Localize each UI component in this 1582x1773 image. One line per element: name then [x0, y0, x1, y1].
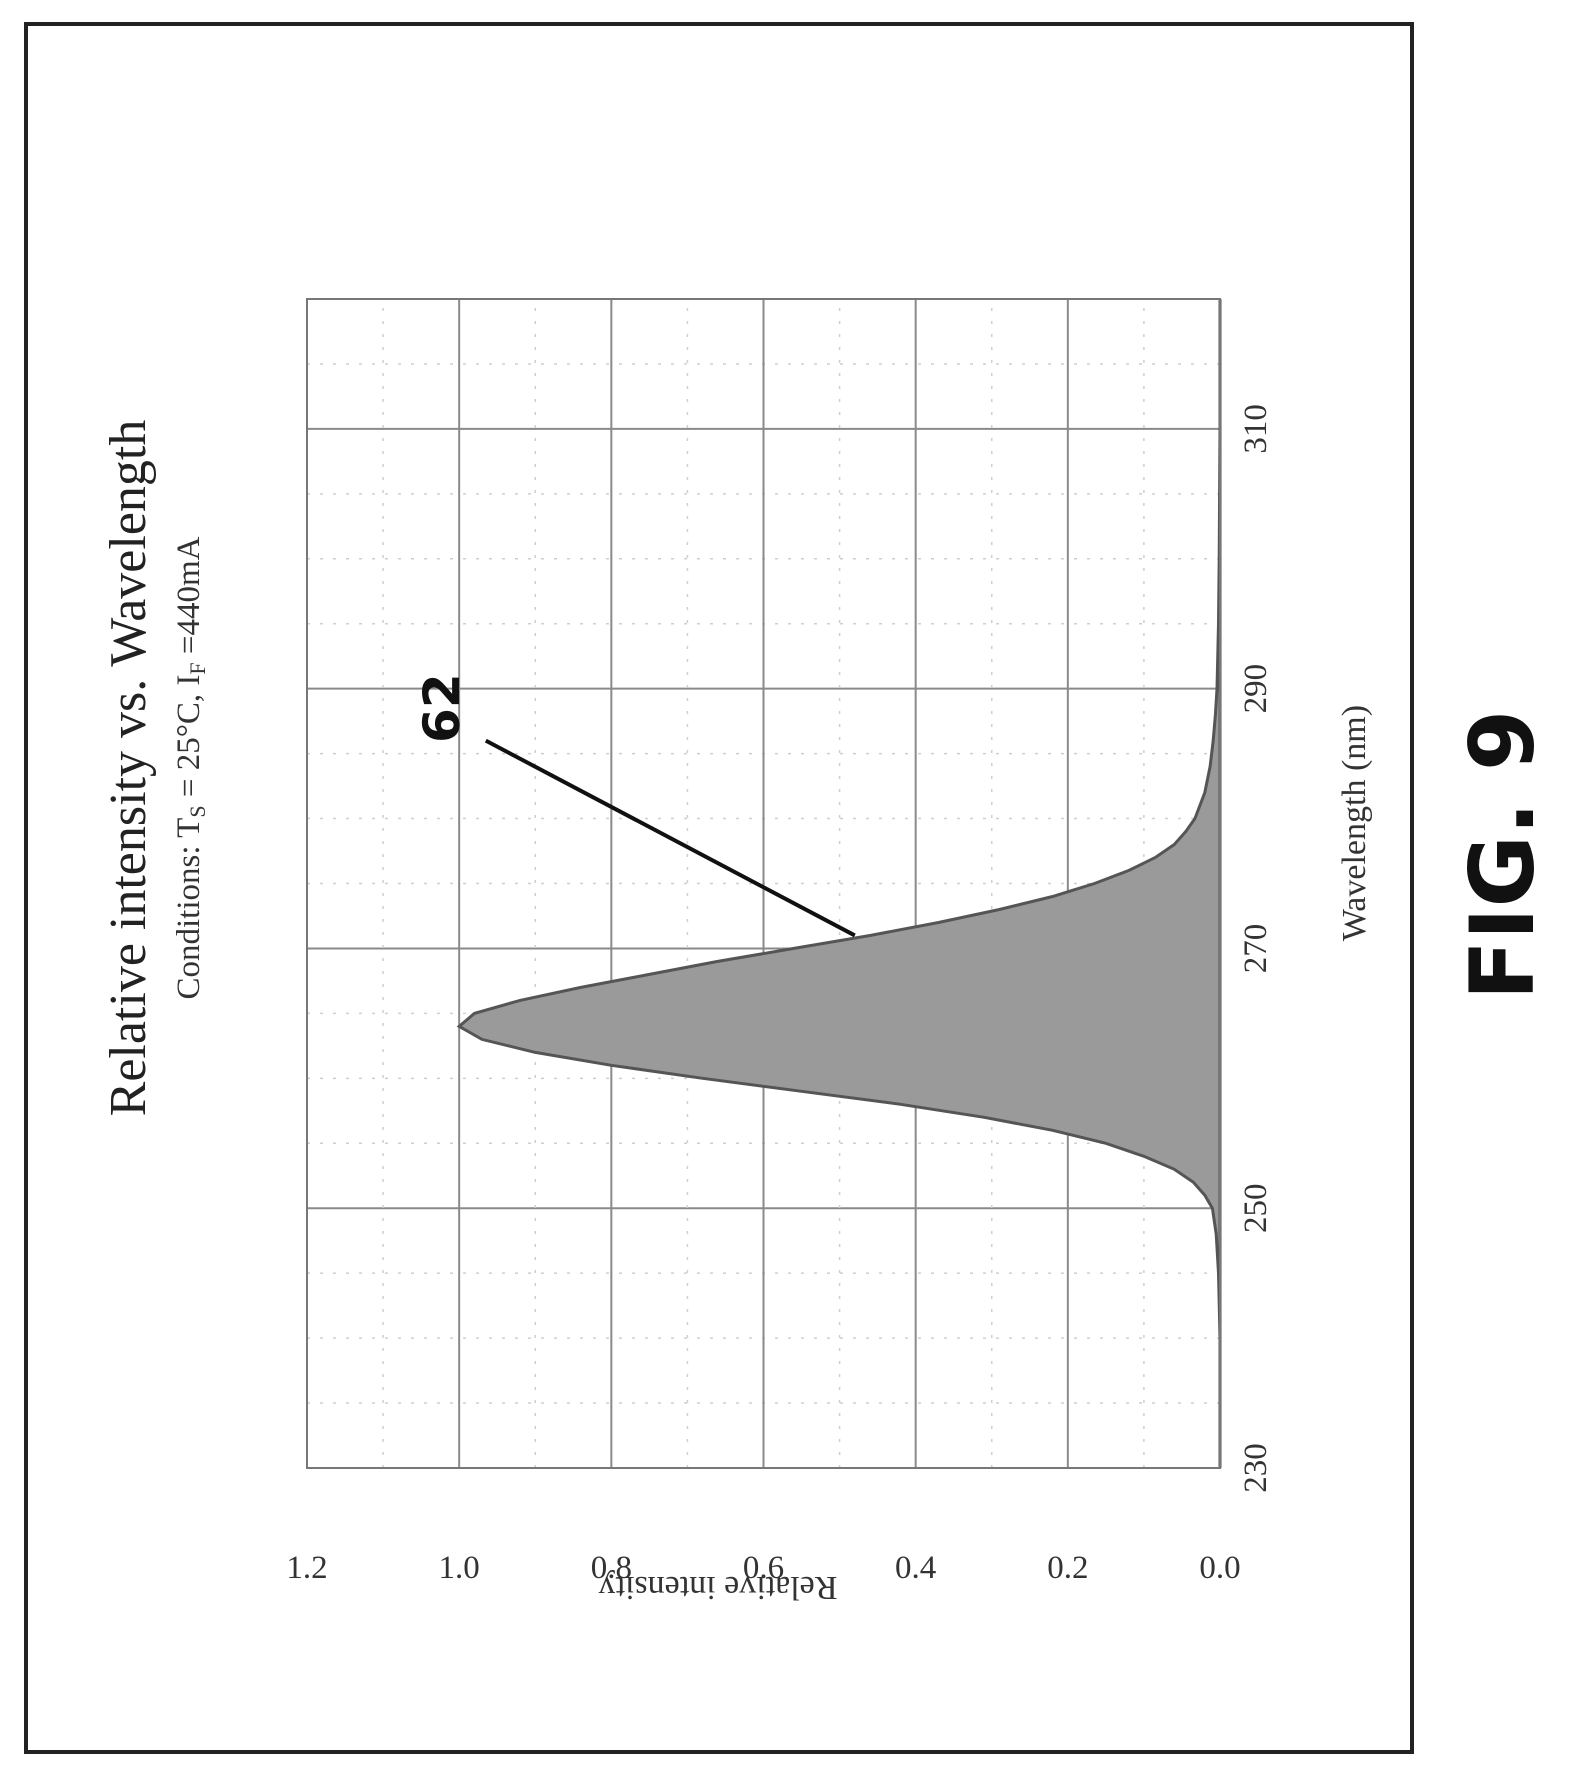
chart-title: Relative intensity vs. Wavelength — [100, 420, 157, 1117]
x-tick-label: 270 — [1238, 924, 1274, 974]
figure-label: FIG. 9 — [1451, 710, 1554, 1000]
y-tick-labels: 0.0 0.2 0.4 0.6 0.8 1.0 1.2 — [286, 1550, 1240, 1586]
y-tick-label: 1.0 — [439, 1550, 480, 1586]
chart-subtitle: Conditions: TS = 25°C, IF =440mA — [171, 536, 210, 999]
plot-area — [456, 299, 1222, 1468]
figure-frame — [24, 22, 1414, 1754]
chart: Relative intensity vs. Wavelength Condit… — [100, 298, 1373, 1586]
callout-leader-line — [484, 738, 856, 938]
spectrum-area — [456, 299, 1222, 1468]
x-tick-labels: 230 250 270 290 310 — [1238, 404, 1274, 1493]
x-tick-label: 290 — [1238, 664, 1274, 714]
y-tick-label: 0.6 — [743, 1550, 784, 1586]
callout-label: 62 — [413, 673, 471, 743]
y-tick-label: 0.8 — [591, 1550, 632, 1586]
x-tick-label: 230 — [1238, 1443, 1274, 1493]
plot-frame — [306, 298, 1221, 1469]
x-tick-label: 310 — [1238, 404, 1274, 454]
y-axis-label: Relative intensity — [599, 1569, 838, 1606]
y-tick-label: 0.4 — [895, 1550, 936, 1586]
y-tick-label: 0.2 — [1047, 1550, 1088, 1586]
y-tick-label: 1.2 — [286, 1550, 327, 1586]
y-tick-label: 0.0 — [1199, 1550, 1240, 1586]
x-tick-label: 250 — [1238, 1183, 1274, 1233]
x-axis-label: Wavelength (nm) — [1336, 705, 1373, 941]
gridlines — [306, 298, 1221, 1469]
